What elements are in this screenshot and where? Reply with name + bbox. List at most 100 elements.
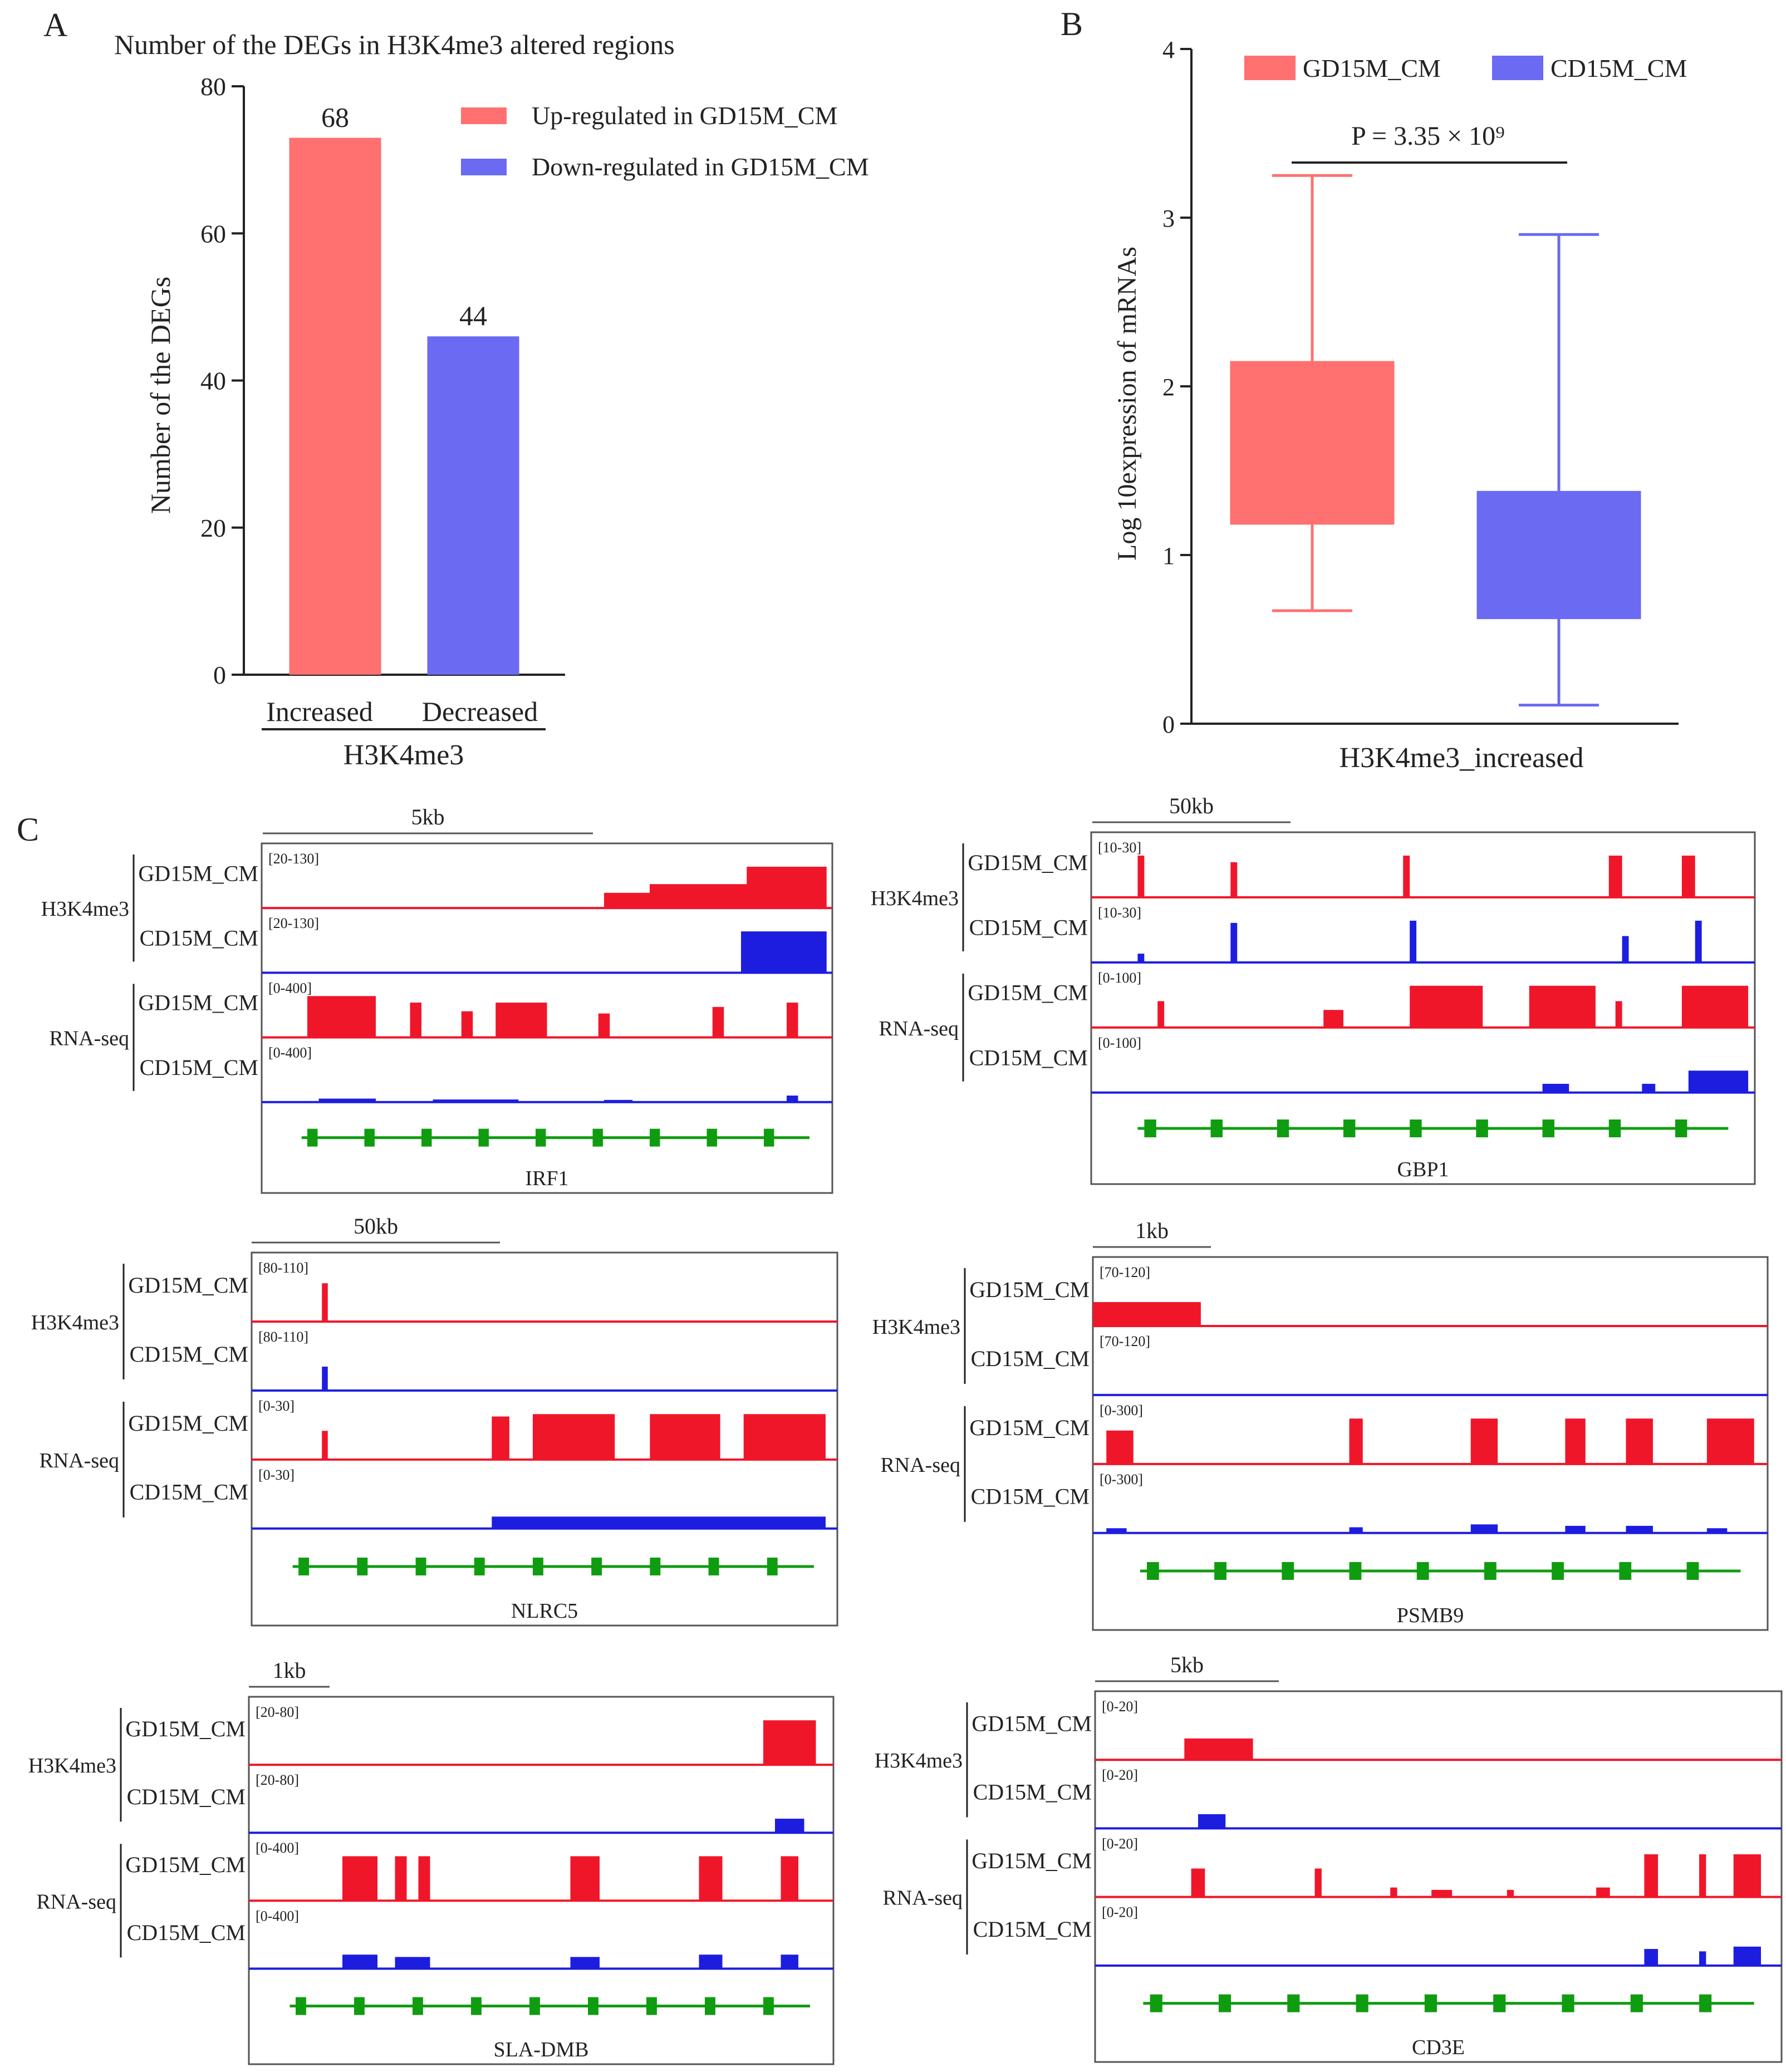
sample-label: GD15M_CM bbox=[971, 1848, 1092, 1873]
gene-exon bbox=[1424, 1994, 1437, 2012]
track-range-label: [0-30] bbox=[258, 1467, 295, 1483]
group-label: H3K4me3 bbox=[871, 887, 959, 910]
signal-peak bbox=[342, 1856, 377, 1901]
gene-exon bbox=[1343, 1119, 1356, 1137]
signal-peak bbox=[1410, 920, 1417, 963]
track-range-label: [0-20] bbox=[1102, 1904, 1138, 1921]
signal-peak bbox=[598, 1013, 610, 1038]
track-range-label: [0-400] bbox=[268, 980, 312, 996]
locus-frame bbox=[251, 1251, 838, 1627]
gene-exon bbox=[764, 1128, 774, 1147]
signal-peak bbox=[1390, 1887, 1397, 1897]
signal-peak bbox=[342, 1955, 377, 1969]
signal-peak bbox=[1565, 1525, 1586, 1533]
signal-peak bbox=[433, 1099, 519, 1102]
signal-peak bbox=[1626, 1418, 1653, 1464]
signal-peak bbox=[1157, 1001, 1165, 1028]
gene-exon bbox=[708, 1557, 719, 1575]
signal-peak bbox=[1323, 1010, 1343, 1028]
signal-peak bbox=[1230, 922, 1238, 963]
signal-peak bbox=[1596, 1887, 1610, 1897]
gene-exon bbox=[705, 1997, 715, 2015]
a-y-tick-label: 80 bbox=[200, 72, 226, 101]
signal-peak bbox=[322, 1366, 328, 1391]
gene-exon bbox=[413, 1997, 423, 2015]
gene-exon bbox=[1675, 1119, 1687, 1137]
gene-exon bbox=[1277, 1119, 1289, 1137]
sample-label: CD15M_CM bbox=[971, 1346, 1090, 1371]
sample-label: CD15M_CM bbox=[127, 1784, 246, 1809]
signal-peak bbox=[1688, 1071, 1749, 1093]
gene-exon bbox=[1218, 1994, 1231, 2012]
sample-label: GD15M_CM bbox=[128, 1273, 248, 1298]
signal-peak bbox=[322, 1431, 328, 1460]
gene-exon bbox=[1144, 1119, 1156, 1137]
signal-peak bbox=[1198, 1814, 1226, 1829]
sample-label: CD15M_CM bbox=[973, 1780, 1092, 1805]
gene-exon bbox=[767, 1557, 778, 1575]
signal-peak bbox=[1622, 936, 1629, 963]
signal-peak bbox=[787, 1002, 798, 1038]
gene-exon bbox=[1356, 1994, 1368, 2012]
signal-peak bbox=[1470, 1524, 1498, 1533]
sample-label: CD15M_CM bbox=[130, 1480, 248, 1505]
signal-peak bbox=[1615, 1001, 1622, 1028]
locus-frame bbox=[261, 842, 833, 1194]
box-GD15M_CM bbox=[1230, 361, 1395, 525]
gene-exon bbox=[471, 1997, 482, 2015]
group-label: H3K4me3 bbox=[41, 897, 129, 921]
signal-peak bbox=[532, 1414, 615, 1460]
panel-a-ylabel: Number of the DEGs bbox=[145, 277, 176, 514]
gene-exon bbox=[1214, 1562, 1226, 1580]
signal-peak bbox=[1642, 1083, 1656, 1093]
legend-swatch-gd bbox=[1244, 56, 1296, 80]
signal-peak bbox=[1410, 985, 1483, 1028]
signal-peak bbox=[418, 1856, 430, 1901]
sample-label: GD15M_CM bbox=[969, 1415, 1090, 1440]
track-range-label: [20-130] bbox=[268, 915, 319, 931]
signal-peak bbox=[1565, 1418, 1586, 1464]
b-y-tick-label: 0 bbox=[1162, 711, 1175, 738]
sample-label: GD15M_CM bbox=[125, 1716, 246, 1741]
signal-peak bbox=[1681, 855, 1695, 897]
gene-exon bbox=[478, 1128, 489, 1147]
signal-peak bbox=[1349, 1527, 1363, 1533]
track-range-label: [0-300] bbox=[1100, 1471, 1143, 1487]
legend-swatch-cd bbox=[1492, 56, 1543, 80]
b-y-tick-label: 2 bbox=[1162, 374, 1175, 401]
locus-frame bbox=[1090, 831, 1756, 1185]
gene-exon bbox=[1476, 1119, 1488, 1137]
scale-bar-label: 50kb bbox=[354, 1214, 398, 1239]
signal-peak bbox=[322, 1283, 328, 1322]
gene-exon bbox=[532, 1557, 543, 1575]
track-range-label: [10-30] bbox=[1098, 839, 1141, 856]
gene-exon bbox=[474, 1557, 485, 1575]
sample-label: GD15M_CM bbox=[971, 1711, 1092, 1736]
signal-peak bbox=[570, 1957, 600, 1969]
signal-peak bbox=[743, 1414, 826, 1460]
locus-sla-dmb: 1kb [20-80] GD15M_CM [20-80] CD15M_CM [0-400]… bbox=[28, 1658, 835, 2065]
track-range-label: [20-80] bbox=[256, 1772, 299, 1788]
panel-b-axis: 0 1 2 3 4 bbox=[1162, 36, 1679, 738]
track-range-label: [0-400] bbox=[268, 1045, 312, 1061]
sample-label: GD15M_CM bbox=[138, 990, 258, 1015]
group-label: H3K4me3 bbox=[28, 1754, 116, 1778]
gene-exon bbox=[307, 1128, 318, 1147]
signal-peak bbox=[492, 1516, 826, 1529]
group-label: RNA-seq bbox=[882, 1887, 963, 1910]
signal-peak bbox=[395, 1957, 430, 1969]
gene-exon bbox=[1686, 1562, 1699, 1580]
gene-exon bbox=[296, 1997, 306, 2015]
signal-peak bbox=[763, 1720, 816, 1765]
signal-peak bbox=[1644, 1949, 1659, 1966]
a-y-tick-label: 0 bbox=[213, 661, 226, 689]
signal-peak bbox=[1137, 855, 1145, 897]
group-label: RNA-seq bbox=[39, 1449, 119, 1472]
signal-peak bbox=[747, 866, 827, 909]
gene-exon bbox=[1630, 1994, 1643, 2012]
legend-swatch-up bbox=[461, 107, 507, 124]
locus-gbp1: 50kb [10-30] GD15M_CM [10-30] CD15M_CM [0-100… bbox=[871, 793, 1756, 1185]
gene-exon bbox=[354, 1997, 365, 2015]
locus-psmb9: 1kb [70-120] GD15M_CM [70-120] CD15M_CM [0-30… bbox=[872, 1218, 1769, 1631]
signal-peak bbox=[1314, 1868, 1322, 1897]
